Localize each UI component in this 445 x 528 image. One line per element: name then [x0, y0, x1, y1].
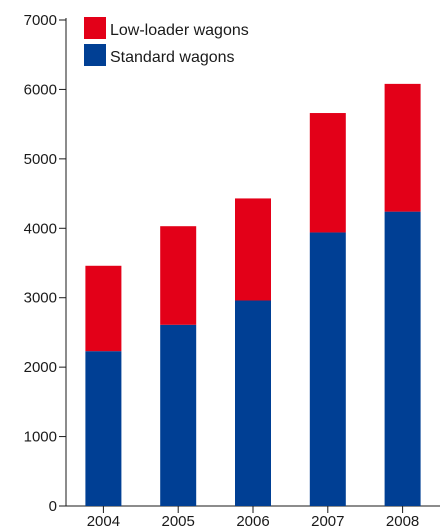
- standard-wagons-bar-2006: [235, 300, 271, 506]
- y-tick-label: 4000: [24, 220, 57, 237]
- low-loader-wagons-bar-2008: [384, 83, 421, 212]
- legend-label: Low-loader wagons: [110, 22, 249, 39]
- legend-swatch: [84, 17, 106, 39]
- standard-wagons-bar-2007: [309, 232, 346, 507]
- legend-label: Standard wagons: [110, 49, 235, 66]
- y-axis: 0 1000 2000 3000 4000 5000 6000 7000: [24, 12, 67, 515]
- low-loader-wagons-bar-2006: [235, 198, 271, 301]
- standard-wagons-bar-2008: [384, 211, 421, 506]
- low-loader-wagons-bar-2004: [85, 265, 122, 352]
- legend: Low-loader wagons Standard wagons: [84, 17, 249, 66]
- x-tick-label: 2006: [236, 513, 269, 528]
- y-tick-label: 3000: [24, 290, 57, 307]
- low-loader-wagons-bar-2007: [309, 113, 346, 233]
- y-tick-label: 7000: [24, 12, 57, 29]
- y-tick-label: 2000: [24, 359, 57, 376]
- standard-wagons-bar-2004: [85, 351, 122, 506]
- x-tick-label: 2007: [311, 513, 344, 528]
- x-axis: 2004 2005 2006 2007 2008: [66, 505, 440, 528]
- low-loader-wagons-bar-2005: [160, 226, 197, 325]
- bars: [85, 83, 421, 507]
- legend-swatch: [84, 44, 106, 66]
- y-tick-label: 6000: [24, 81, 57, 98]
- x-tick-label: 2005: [162, 513, 195, 528]
- y-tick-label: 5000: [24, 151, 57, 168]
- standard-wagons-bar-2005: [160, 324, 197, 506]
- x-tick-label: 2008: [386, 513, 419, 528]
- y-tick-label: 1000: [24, 429, 57, 446]
- x-tick-label: 2004: [87, 513, 120, 528]
- y-tick-label: 0: [49, 498, 57, 515]
